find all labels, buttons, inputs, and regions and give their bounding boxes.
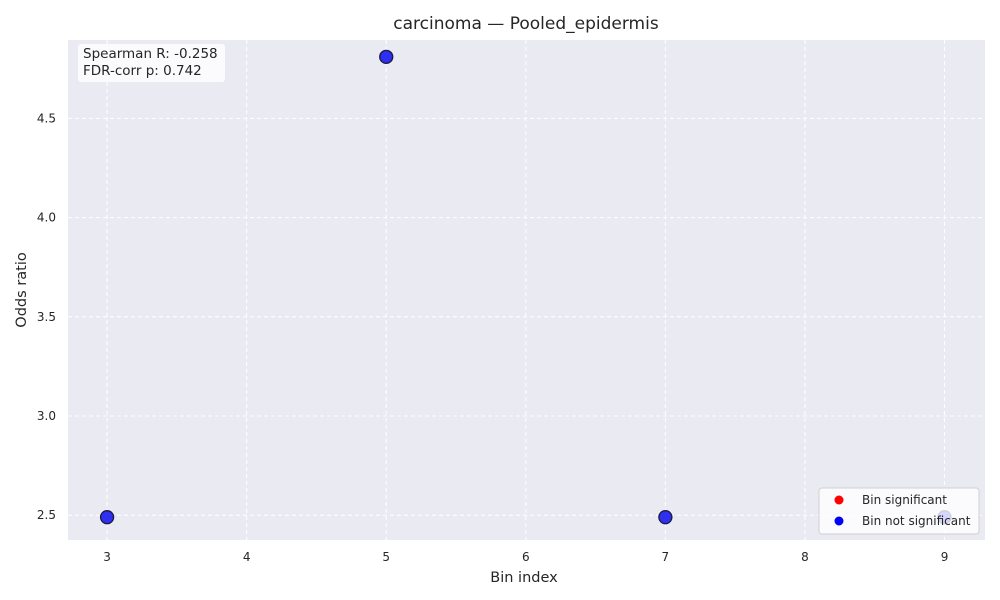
grid-lines (68, 40, 985, 540)
legend-box (818, 487, 980, 535)
stats-annotation: Spearman R: -0.258 FDR-corr p: 0.742 (78, 44, 225, 82)
y-tick-label: 4.5 (37, 111, 56, 125)
data-point (99, 510, 115, 525)
y-tick-label: 4.0 (37, 211, 56, 225)
stats-box (78, 44, 225, 82)
x-tick-label: 9 (941, 550, 949, 564)
data-point (658, 510, 673, 525)
legend-label-not-significant: Bin not significant (862, 514, 971, 528)
y-tick-label: 3.0 (37, 409, 56, 423)
data-point (379, 49, 394, 65)
x-tick-label: 5 (382, 550, 390, 564)
legend-marker-not-significant (834, 516, 844, 526)
x-tick-label: 7 (662, 550, 670, 564)
y-axis-label: Odds ratio (14, 252, 30, 328)
chart-title: carcinoma — Pooled_epidermis (393, 14, 659, 34)
x-tick-label: 8 (801, 550, 809, 564)
plot-background (68, 40, 985, 540)
y-tick-labels: 2.5 3.0 3.5 4.0 4.5 (37, 111, 56, 522)
spearman-text: Spearman R: -0.258 (83, 46, 218, 62)
x-tick-label: 3 (103, 550, 111, 564)
x-tick-labels: 3 4 5 6 7 8 9 (103, 550, 948, 564)
x-tick-label: 4 (243, 550, 251, 564)
y-tick-label: 2.5 (37, 508, 56, 522)
legend: Bin significant Bin not significant (818, 487, 980, 535)
y-tick-label: 3.5 (37, 310, 56, 324)
x-tick-label: 6 (522, 550, 530, 564)
legend-marker-significant (834, 495, 844, 505)
legend-label-significant: Bin significant (862, 493, 947, 507)
fdr-text: FDR-corr p: 0.742 (83, 63, 202, 79)
x-axis-label: Bin index (490, 570, 558, 586)
